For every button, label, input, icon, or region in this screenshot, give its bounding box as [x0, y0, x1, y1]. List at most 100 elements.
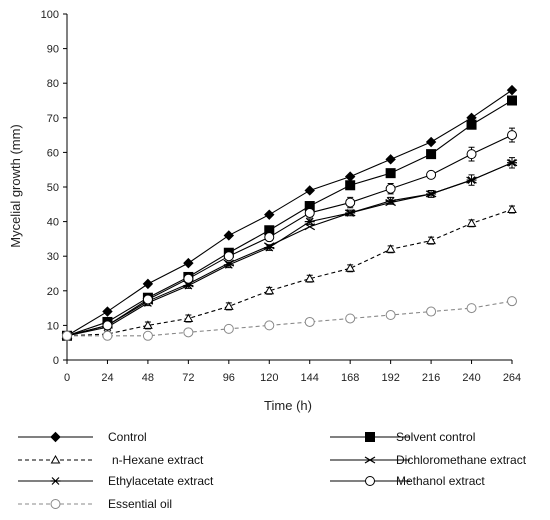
- data-point: [304, 185, 315, 196]
- data-point: [264, 209, 275, 220]
- data-point: [102, 330, 113, 341]
- data-point: [345, 263, 356, 272]
- data-point: [385, 196, 396, 205]
- x-tick-label: 120: [260, 372, 278, 384]
- legend-marker: [50, 431, 61, 443]
- data-point: [506, 84, 518, 96]
- data-point: [385, 244, 396, 253]
- y-tick-label: 30: [47, 251, 59, 263]
- data-point: [466, 218, 477, 227]
- legend-item-n-hexane-extract: n-Hexane extract: [18, 453, 204, 467]
- data-point: [385, 154, 396, 165]
- data-point: [102, 306, 113, 317]
- data-point: [223, 230, 235, 241]
- legend-label: Ethylacetate extract: [108, 474, 214, 488]
- legend-marker: [50, 499, 61, 509]
- data-point: [304, 316, 315, 327]
- data-point: [426, 189, 437, 198]
- data-point: [345, 180, 356, 191]
- series-methanol-extract: [62, 127, 517, 341]
- legend-marker: [364, 456, 376, 464]
- y-tick-label: 0: [53, 355, 59, 367]
- data-point: [507, 130, 517, 141]
- x-tick-label: 72: [182, 372, 194, 384]
- data-point: [143, 320, 153, 329]
- data-point: [183, 273, 194, 284]
- x-tick-label: 240: [462, 372, 480, 384]
- data-point: [223, 301, 234, 310]
- data-point: [426, 235, 436, 245]
- legend-item-dichloromethane-extract: Dichloromethane extract: [330, 453, 527, 467]
- series-line-ethylacetate-extract: [66, 162, 513, 337]
- x-tick-label: 144: [301, 372, 319, 384]
- data-point: [223, 323, 234, 334]
- data-point: [142, 294, 153, 305]
- y-tick-label: 20: [47, 286, 59, 298]
- series-layer: [61, 84, 518, 341]
- legend-marker: [365, 432, 375, 442]
- legend-item-ethylacetate-extract: Ethylacetate extract: [18, 474, 214, 488]
- x-tick-label: 24: [101, 372, 113, 384]
- data-point: [344, 171, 356, 182]
- legend-marker: [50, 477, 61, 485]
- data-point: [264, 232, 275, 243]
- series-control: [61, 84, 518, 341]
- legend-item-methanol-extract: Methanol extract: [330, 474, 485, 488]
- data-point: [183, 313, 194, 322]
- y-axis-title: Mycelial growth (mm): [8, 124, 23, 248]
- data-point: [304, 217, 315, 226]
- x-tick-label: 48: [142, 372, 154, 384]
- data-point: [466, 149, 477, 160]
- data-point: [426, 149, 437, 160]
- series-solvent-control: [62, 95, 517, 341]
- x-tick-label: 168: [341, 372, 359, 384]
- data-point: [466, 119, 477, 130]
- x-tick-label: 96: [223, 372, 235, 384]
- series-line-solvent-control: [66, 100, 513, 337]
- series-line-n-hexane-extract: [66, 208, 513, 337]
- data-point: [345, 313, 356, 324]
- data-point: [466, 303, 477, 314]
- data-point: [507, 95, 517, 106]
- legend-label: Control: [108, 430, 147, 444]
- data-point: [385, 310, 396, 321]
- legend-label: n-Hexane extract: [112, 453, 204, 467]
- x-tick-label: 264: [503, 372, 521, 384]
- data-point: [426, 306, 437, 317]
- data-point: [345, 197, 356, 208]
- data-point: [264, 285, 275, 295]
- data-point: [385, 168, 396, 179]
- data-point: [142, 330, 153, 341]
- y-tick-label: 60: [47, 147, 59, 159]
- legend-label: Solvent control: [396, 430, 475, 444]
- series-line-control: [66, 89, 513, 337]
- legend-label: Dichloromethane extract: [396, 453, 527, 467]
- data-point: [264, 243, 275, 252]
- axes: 0 10 20 30 40 50 60 70 80 90 100 0 24 48 72 96 120 144 168…: [41, 9, 522, 384]
- legend-label: Essential oil: [108, 497, 172, 511]
- y-tick-label: 100: [41, 9, 59, 21]
- data-point: [142, 278, 154, 290]
- y-tick-label: 40: [47, 217, 59, 229]
- legend-item-essential-oil: Essential oil: [18, 497, 172, 511]
- series-n-hexane-extract: [62, 204, 517, 340]
- data-point: [426, 169, 437, 180]
- x-tick-label: 192: [381, 372, 399, 384]
- legend-label: Methanol extract: [396, 474, 485, 488]
- y-tick-label: 90: [47, 44, 59, 56]
- data-point: [183, 257, 194, 269]
- data-point: [507, 296, 517, 307]
- data-point: [183, 281, 194, 290]
- data-point: [304, 207, 315, 218]
- data-point: [183, 327, 194, 338]
- data-point: [466, 176, 477, 185]
- y-tick-label: 10: [47, 320, 59, 332]
- data-point: [264, 320, 275, 331]
- y-tick-label: 70: [47, 113, 59, 125]
- series-line-methanol-extract: [66, 134, 513, 337]
- series-dichloromethane-extract: [61, 159, 518, 340]
- legend-marker: [365, 476, 375, 486]
- data-point: [223, 251, 234, 262]
- data-point: [223, 260, 234, 269]
